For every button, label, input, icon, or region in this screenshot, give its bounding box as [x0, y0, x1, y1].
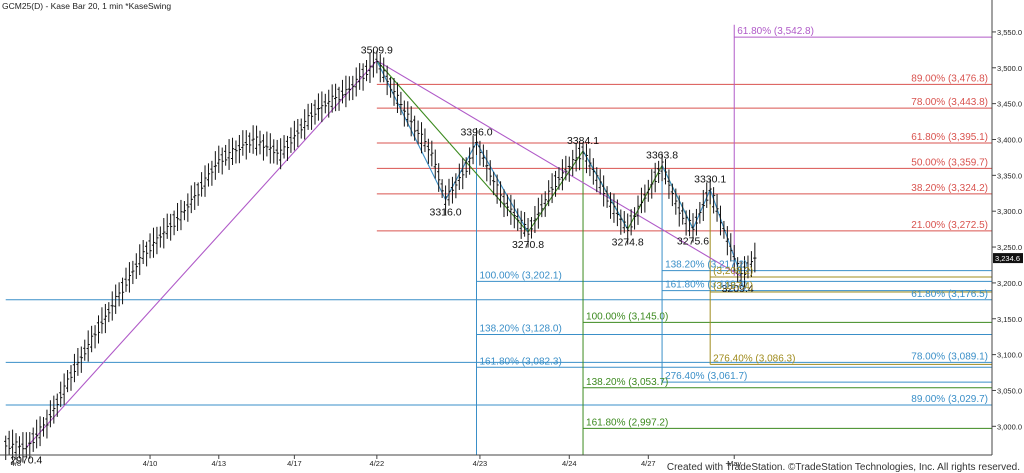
fib-level-label: 50.00% (3,359.7) [911, 157, 988, 168]
fib-level-label: 138.20% (3,053.7) [586, 377, 668, 388]
swing-wave-line [661, 165, 742, 277]
swing-wave-line [582, 150, 629, 230]
fib-level-label: 161.80% (3,189.3) [665, 280, 747, 291]
y-tick-label: 3,550.0 [997, 28, 1022, 37]
fib-level-label: 89.00% (3,476.8) [911, 73, 988, 84]
last-price-badge-bg [993, 253, 1023, 264]
fib-labels: 61.80% (3,542.8) 89.00% (3,476.8) 78.00% (… [480, 26, 989, 428]
footer-credit: Created with TradeStation. ©TradeStation… [667, 462, 1020, 473]
y-axis: 3,550.0 3,500.0 3,450.0 3,400.0 3,350.0 3,300… [992, 28, 1022, 431]
x-tick-label: 4/24 [562, 459, 577, 468]
x-tick-label: 4/8 [11, 459, 21, 468]
x-tick-label: May [727, 459, 741, 468]
x-axis: 4/8 4/10 4/13 4/17 4/22 4/23 4/24 4/27 May [11, 455, 742, 468]
x-tick-label: 4/10 [143, 459, 158, 468]
swing-point-label: 3363.8 [646, 149, 678, 161]
y-tick-label: 3,300.0 [997, 207, 1022, 216]
fib-level-label: 61.80% (3,395.1) [911, 132, 988, 143]
fib-level-label: (3,187.4) [713, 281, 753, 292]
y-tick-label: 3,500.0 [997, 64, 1022, 73]
fib-level-label: 276.40% (3,061.7) [665, 371, 747, 382]
y-tick-label: 3,050.0 [997, 386, 1022, 395]
swing-point-label: 3209.4 [722, 283, 754, 295]
fib-level-label: 161.80% (2,997.2) [586, 417, 668, 428]
swing-point-label: 3384.1 [567, 135, 599, 147]
fib-level-label: 78.00% (3,089.1) [911, 351, 988, 362]
swing-point-label: 2970.4 [10, 455, 42, 467]
swing-point-label: 3330.1 [694, 174, 726, 186]
fib-level-label: 161.80% (3,082.3) [480, 356, 562, 367]
y-tick-label: 3,000.0 [997, 422, 1022, 431]
x-tick-label: 4/27 [641, 459, 656, 468]
y-tick-label: 3,100.0 [997, 351, 1022, 360]
y-tick-label: 3,150.0 [997, 315, 1022, 324]
fib-level-label: 21.00% (3,272.5) [911, 220, 988, 231]
chart-header-title: GCM25(D) - Kase Bar 20, 1 min *KaseSwing [2, 1, 171, 11]
fib-level-label: 100.00% (3,145.0) [586, 311, 668, 322]
y-tick-label: 3,200.0 [997, 279, 1022, 288]
fib-level-label: (3,208.2) [713, 266, 753, 277]
swing-point-label: 3270.8 [512, 239, 544, 251]
fib-level-label: 100.00% (3,202.1) [480, 270, 562, 281]
fib-level-label: 61.80% (3,176.5) [911, 289, 988, 300]
fib-level-label: 138.20% (3,128.0) [480, 324, 562, 335]
fib-level-label: 276.40% (3,086.3) [713, 353, 795, 364]
y-tick-label: 3,400.0 [997, 135, 1022, 144]
price-bars [4, 49, 757, 463]
swing-point-label: 3275.6 [677, 236, 709, 248]
y-tick-label: 3,350.0 [997, 171, 1022, 180]
fib-level-label: 138.20% (3,217.2) [665, 260, 747, 271]
swing-point-label: 3316.0 [430, 207, 462, 219]
x-tick-label: 4/23 [473, 459, 488, 468]
fib-level-label: 89.00% (3,029.7) [911, 394, 988, 405]
last-price-badge: 3,234.6 [993, 253, 1023, 264]
swing-point-label: 3274.8 [612, 236, 644, 248]
y-tick-label: 3,450.0 [997, 100, 1022, 109]
fib-level-label: 78.00% (3,443.8) [911, 97, 988, 108]
x-tick-label: 4/22 [370, 459, 385, 468]
last-price-label: 3,234.6 [995, 254, 1020, 263]
x-tick-label: 4/13 [211, 459, 226, 468]
x-tick-label: 4/17 [287, 459, 302, 468]
fib-level-label: 38.20% (3,324.2) [911, 183, 988, 194]
swing-labels: 2970.4 3509.9 3316.0 3396.0 3270.8 3384.1 3274… [10, 45, 754, 467]
projection-verticals [476, 24, 735, 455]
y-tick-label: 3,250.0 [997, 243, 1022, 252]
fib-level-label: 61.80% (3,542.8) [737, 26, 814, 37]
swing-point-label: 3396.0 [460, 126, 492, 138]
swing-point-label: 3509.9 [361, 45, 393, 57]
fib-levels [5, 36, 992, 429]
